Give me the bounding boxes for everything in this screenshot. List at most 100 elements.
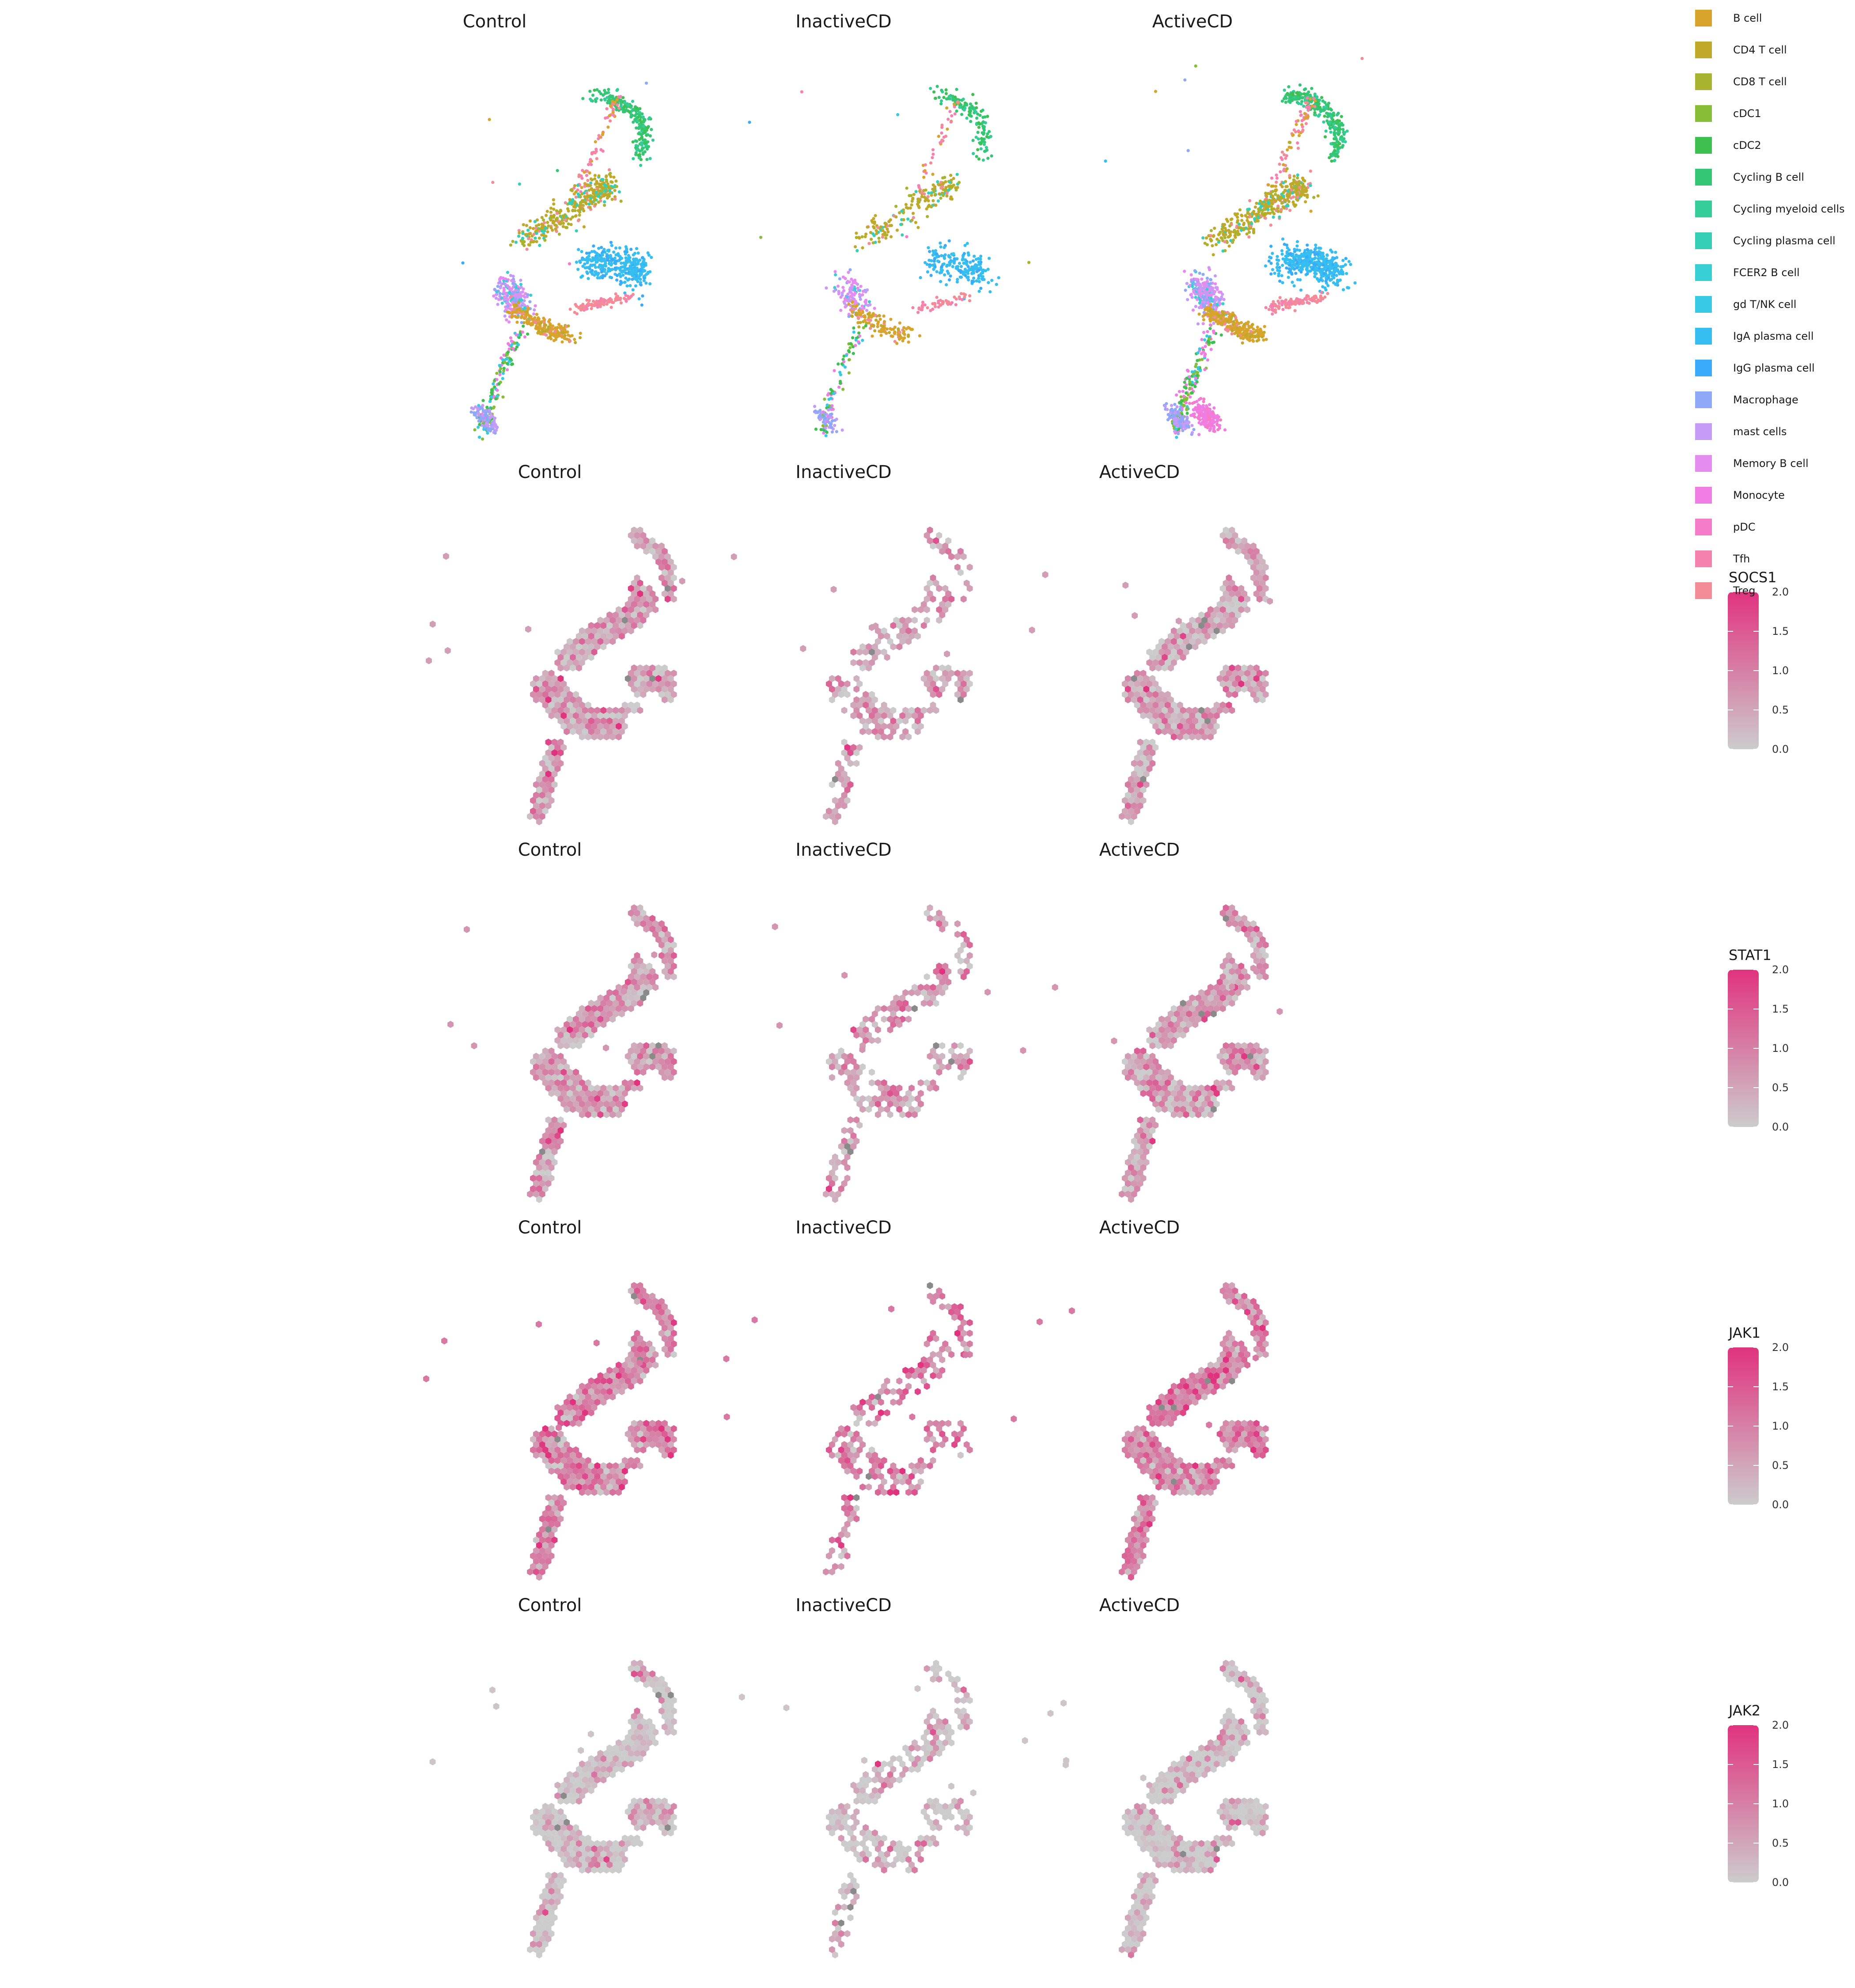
umap-point (939, 280, 943, 283)
umap-point (934, 204, 938, 207)
umap-point (989, 135, 992, 138)
umap-point (1179, 395, 1183, 398)
umap-point (1227, 235, 1231, 239)
umap-point (502, 290, 506, 294)
umap-point (1271, 198, 1275, 201)
umap-point (1333, 125, 1337, 129)
umap-point (1246, 216, 1249, 219)
umap-point (617, 190, 621, 193)
umap-point (1308, 106, 1311, 110)
umap-point (596, 273, 599, 277)
umap-point (1312, 250, 1316, 254)
umap-point (1328, 156, 1331, 159)
umap-point (589, 303, 593, 307)
umap-point (1276, 269, 1280, 272)
umap-point (1299, 114, 1302, 117)
umap-point (514, 297, 517, 300)
umap-point (1353, 281, 1357, 285)
umap-point (1341, 140, 1345, 143)
umap-point (1241, 341, 1244, 345)
umap-point (511, 239, 515, 243)
umap-point (635, 140, 638, 143)
umap-point (1235, 220, 1239, 224)
umap-point (634, 277, 637, 281)
umap-panel-activecd (1104, 57, 1364, 439)
umap-point (636, 259, 640, 263)
umap-point (1344, 257, 1348, 260)
umap-point (909, 328, 913, 331)
umap-point (1246, 208, 1249, 211)
umap-point (950, 114, 954, 118)
umap-point (981, 278, 984, 281)
umap-point (585, 307, 589, 311)
umap-point (644, 141, 647, 144)
umap-point (543, 326, 546, 330)
umap-point (524, 233, 527, 236)
umap-point (835, 417, 838, 421)
umap-point (522, 317, 526, 320)
umap-point (495, 425, 499, 429)
umap-point (970, 271, 974, 275)
umap-point (835, 430, 838, 433)
umap-point (1285, 167, 1289, 171)
umap-point (1325, 106, 1328, 109)
umap-point (962, 108, 966, 112)
umap-point (975, 116, 979, 120)
umap-point (924, 171, 928, 175)
umap-point (507, 342, 510, 345)
umap-point (948, 110, 952, 114)
umap-point (578, 210, 582, 214)
umap-point (624, 264, 627, 267)
umap-point (510, 295, 513, 299)
umap-point (1276, 205, 1280, 208)
umap-point (1334, 137, 1338, 141)
umap-point (1314, 272, 1318, 276)
umap-point (593, 198, 597, 202)
umap-point (939, 271, 943, 274)
umap-point (936, 259, 939, 263)
umap-point (937, 135, 940, 138)
umap-point (537, 317, 541, 321)
umap-point (1287, 300, 1291, 304)
umap-point (478, 418, 481, 421)
umap-point (931, 199, 935, 202)
umap-point (481, 406, 484, 410)
umap-point (1243, 330, 1247, 333)
umap-point (506, 368, 509, 372)
umap-point (1278, 279, 1282, 283)
umap-point (541, 218, 545, 222)
umap-point (619, 280, 623, 283)
umap-point (618, 272, 621, 276)
umap-point (847, 315, 851, 318)
umap-point (1173, 402, 1177, 406)
umap-point (1203, 368, 1207, 372)
umap-point (988, 290, 992, 294)
umap-point (494, 429, 498, 432)
umap-point (509, 336, 512, 340)
umap-point (1256, 329, 1259, 332)
umap-point (582, 308, 586, 312)
umap-point (535, 231, 538, 235)
umap-point (898, 321, 901, 325)
umap-point (620, 262, 623, 265)
umap-point (1249, 330, 1253, 333)
umap-point (840, 293, 844, 297)
umap-point (861, 338, 864, 342)
umap-point (974, 110, 978, 114)
umap-point (1336, 147, 1340, 151)
umap-point (940, 138, 944, 142)
umap-point (646, 126, 650, 129)
umap-point (607, 249, 610, 253)
umap-point (596, 256, 599, 260)
umap-point (951, 265, 954, 269)
umap-point (617, 106, 621, 110)
umap-point (597, 266, 601, 269)
umap-point (590, 99, 593, 102)
umap-point (614, 179, 618, 183)
umap-point (1306, 195, 1309, 199)
umap-point (849, 291, 853, 294)
umap-point (1201, 281, 1205, 285)
umap-point (1271, 252, 1274, 255)
umap-point (1214, 282, 1217, 286)
umap-point (579, 207, 582, 210)
